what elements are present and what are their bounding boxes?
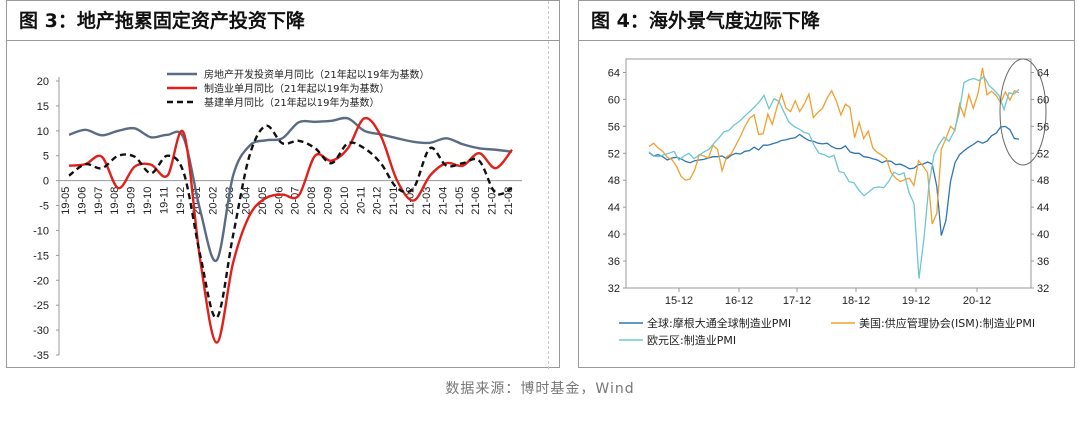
- y-tick-label-left: 32: [608, 283, 620, 295]
- series-line-0: [68, 116, 513, 263]
- y-tick-label-right: 60: [1037, 94, 1049, 106]
- x-tick-label: 21-01: [388, 187, 400, 215]
- y-tick-label: -15: [33, 250, 49, 262]
- x-tick-label: 19-12: [175, 187, 187, 215]
- chart-panel-right: 图 4：海外景气度边际下降 64 64 60 60 56 56 52 52 48 48 44 44 40…: [578, 0, 1075, 368]
- y-tick-label: 0: [43, 176, 49, 188]
- y-tick-label-right: 52: [1037, 148, 1049, 160]
- x-tick-label: 19-12: [902, 295, 930, 307]
- x-tick-label: 19-07: [93, 187, 105, 215]
- y-tick-label: 10: [37, 126, 49, 138]
- x-tick-label: 20-06: [273, 187, 285, 215]
- y-tick-label-left: 40: [608, 229, 620, 241]
- x-tick-label: 20-12: [963, 295, 991, 307]
- y-tick-label-left: 52: [608, 148, 620, 160]
- y-tick-label-right: 36: [1037, 256, 1049, 268]
- x-tick-label: 20-09: [323, 187, 335, 215]
- y-tick-label-right: 32: [1037, 283, 1049, 295]
- legend-label: 欧元区:制造业PMI: [647, 333, 736, 347]
- x-tick-label: 18-12: [842, 295, 870, 307]
- x-tick-label: 21-04: [437, 187, 449, 215]
- y-tick-label: -35: [33, 350, 49, 362]
- x-tick-label: 19-08: [109, 187, 121, 215]
- x-tick-label: 20-07: [290, 187, 302, 215]
- y-tick-label: -10: [33, 225, 49, 237]
- x-tick-label: 20-02: [208, 187, 220, 215]
- data-source-note: 数据来源：博时基金，Wind: [445, 381, 635, 397]
- x-tick-label: 20-11: [355, 187, 367, 214]
- x-tick-label: 21-07: [487, 187, 499, 215]
- x-tick-label: 15-12: [665, 295, 693, 307]
- series-line-2: [68, 124, 513, 319]
- y-tick-label-right: 40: [1037, 229, 1049, 241]
- legend-label: 制造业单月同比（21年起以19年为基数）: [204, 82, 389, 95]
- series-line-0: [648, 125, 1020, 236]
- x-tick-label: 20-08: [306, 187, 318, 215]
- panel-divider: [548, 1, 550, 369]
- fixed-asset-investment-chart: 20 15 10 5 0 -5 -10 -15 -20 -25 -30 -35 19-05 19-06 19…: [33, 68, 522, 362]
- x-tick-label: 20-10: [339, 187, 351, 215]
- y-tick-label: -20: [33, 275, 49, 287]
- series-line-1: [68, 116, 513, 344]
- y-tick-label: -25: [33, 300, 49, 312]
- x-tick-label: 21-08: [503, 187, 515, 215]
- x-tick-label: 19-05: [60, 187, 72, 215]
- y-tick-label: 20: [37, 76, 49, 88]
- chart-panel-left: 图 3：地产拖累固定资产投资下降 20 15 10 5 0 -5 -10 -15 -20 -25 -…: [6, 0, 560, 369]
- x-tick-label: 20-12: [372, 187, 384, 215]
- highlight-ellipse: [999, 58, 1047, 166]
- y-tick-label-left: 64: [608, 67, 620, 79]
- series-line-1: [648, 67, 1020, 225]
- x-tick-label: 19-06: [76, 187, 88, 215]
- chart-title: 图 4：海外景气度边际下降: [579, 1, 1074, 41]
- y-tick-label-left: 60: [608, 94, 620, 106]
- y-tick-label-right: 44: [1037, 202, 1049, 214]
- y-tick-label-right: 48: [1037, 175, 1049, 187]
- x-tick-label: 21-05: [454, 187, 466, 215]
- x-tick-label: 21-03: [421, 187, 433, 215]
- x-tick-label: 20-04: [240, 187, 252, 215]
- x-tick-label: 19-09: [126, 187, 138, 215]
- y-tick-label-left: 48: [608, 175, 620, 187]
- chart-title: 图 3：地产拖累固定资产投资下降: [7, 1, 559, 41]
- legend-label: 全球:摩根大通全球制造业PMI: [647, 316, 791, 330]
- x-tick-label: 21-06: [470, 187, 482, 215]
- y-tick-label-left: 36: [608, 256, 620, 268]
- y-tick-label: -30: [33, 325, 49, 337]
- x-tick-label: 19-11: [158, 187, 170, 214]
- legend-label: 房地产开发投资单月同比（21年起以19年为基数）: [204, 68, 429, 81]
- series-line-2: [648, 75, 1020, 279]
- x-tick-label: 16-12: [725, 295, 753, 307]
- y-tick-label: 15: [37, 101, 49, 113]
- y-tick-label-left: 44: [608, 202, 620, 214]
- y-tick-label: 5: [43, 151, 49, 163]
- x-tick-label: 17-12: [783, 295, 811, 307]
- legend-label: 美国:供应管理协会(ISM):制造业PMI: [859, 316, 1035, 330]
- y-tick-label-right: 56: [1037, 121, 1049, 133]
- y-tick-label: -5: [39, 201, 49, 213]
- plot-frame: [625, 58, 1032, 289]
- y-tick-label-left: 56: [608, 121, 620, 133]
- x-tick-label: 19-10: [142, 187, 154, 215]
- legend-label: 基建单月同比（21年起以19年为基数）: [204, 96, 379, 109]
